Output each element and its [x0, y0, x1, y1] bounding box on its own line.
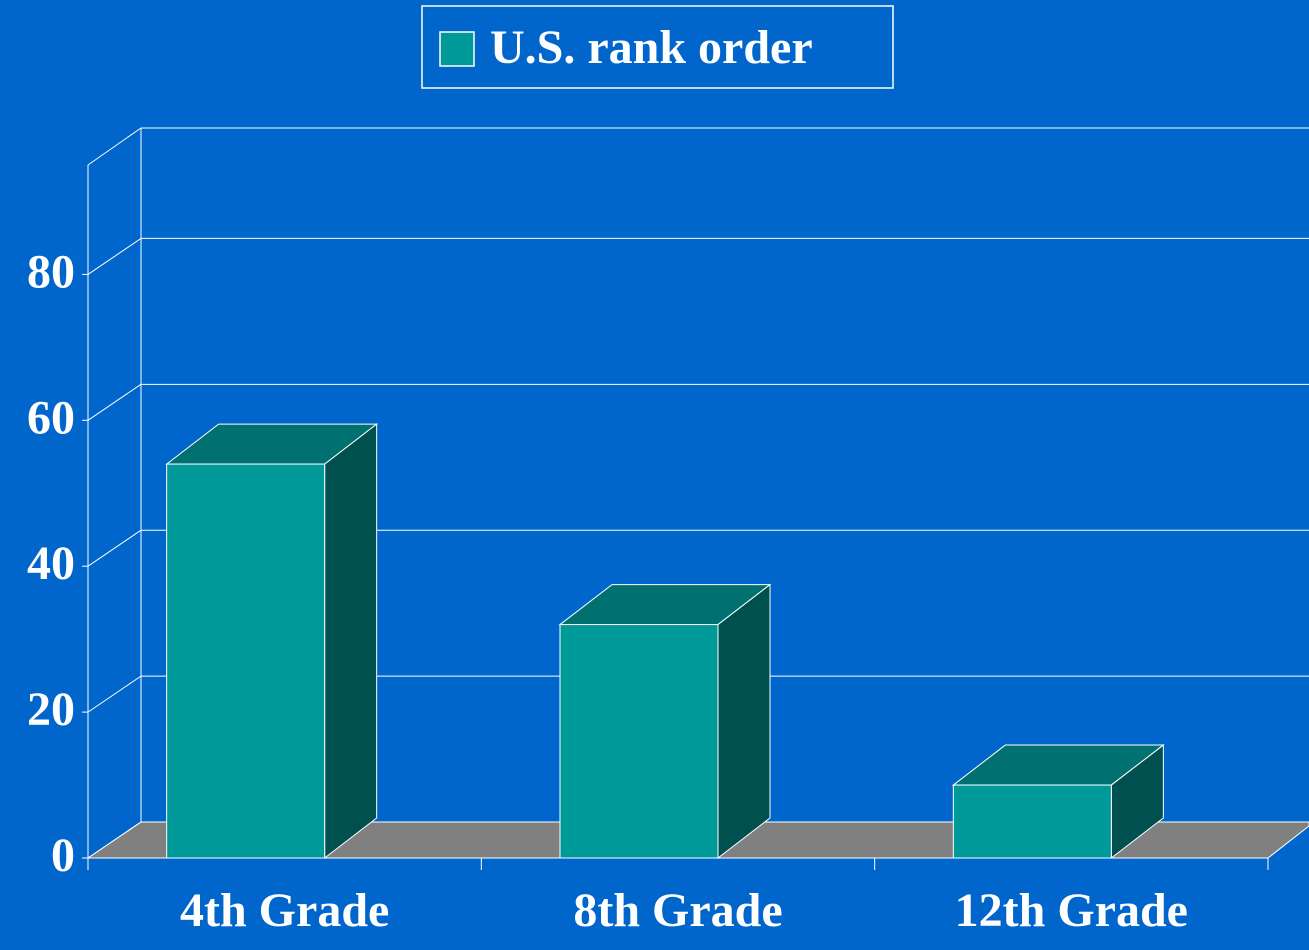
legend-box [421, 5, 894, 89]
x-tick-label: 12th Grade [955, 884, 1188, 937]
side-grid-line [87, 821, 142, 859]
bar-side [717, 583, 771, 860]
side-grid-line [87, 675, 142, 713]
side-wall-top [87, 127, 142, 166]
side-grid-line [87, 383, 142, 421]
x-tick-label: 4th Grade [180, 884, 389, 937]
x-tick-label: 8th Grade [573, 884, 782, 937]
legend-label: U.S. rank order [490, 21, 813, 74]
y-tick-label: 20 [27, 683, 75, 736]
bar [559, 624, 719, 859]
bar [952, 784, 1112, 859]
y-tick-label: 60 [27, 391, 75, 444]
y-tick-label: 40 [27, 537, 75, 590]
side-grid-line [87, 529, 142, 567]
legend-swatch [439, 31, 475, 67]
y-tick-label: 0 [51, 829, 75, 882]
side-grid-line [87, 238, 142, 275]
bar-side [324, 423, 378, 860]
y-tick-label: 80 [27, 245, 75, 298]
bar [166, 463, 326, 859]
